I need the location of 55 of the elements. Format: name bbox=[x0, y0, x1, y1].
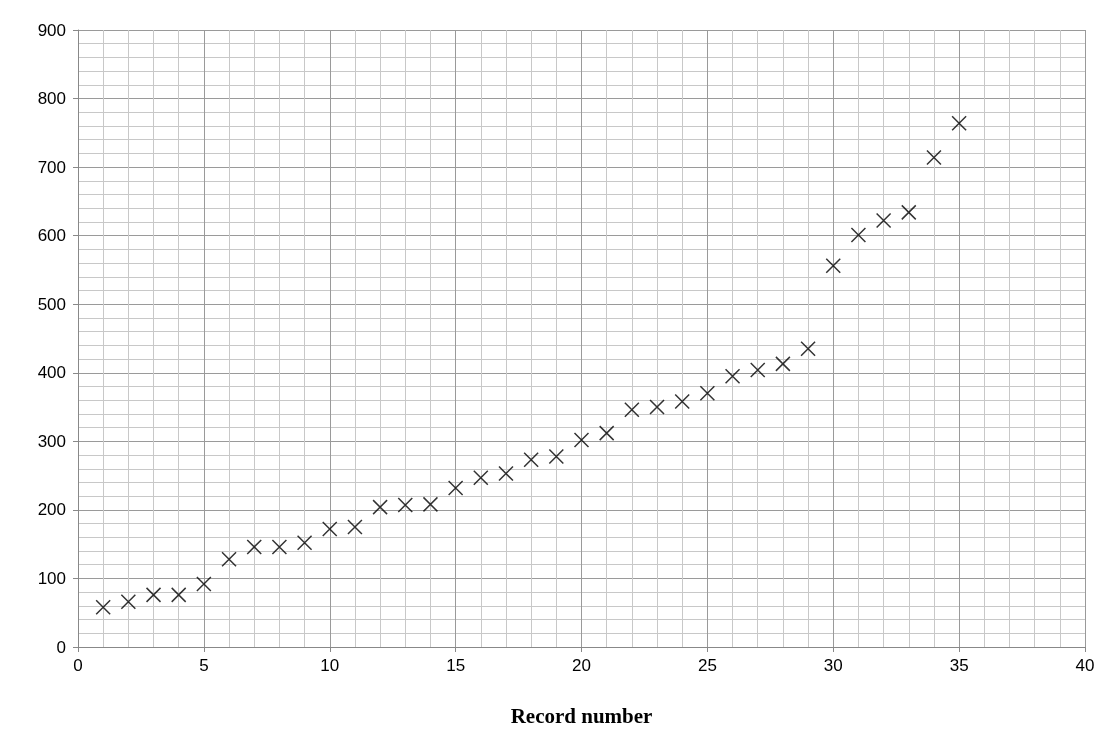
point bbox=[598, 425, 615, 441]
point bbox=[145, 587, 162, 603]
x-tick-label: 35 bbox=[949, 656, 969, 675]
y-tick-label: 500 bbox=[37, 294, 66, 314]
point bbox=[246, 539, 262, 555]
point bbox=[800, 341, 816, 357]
y-tick-label: 0 bbox=[56, 637, 66, 657]
point bbox=[120, 594, 137, 610]
y-tick-label: 700 bbox=[37, 157, 66, 177]
point bbox=[951, 115, 967, 131]
point bbox=[749, 362, 766, 378]
point bbox=[523, 452, 539, 468]
x-axis-title: Record number bbox=[510, 703, 653, 728]
x-tick-label: 20 bbox=[572, 656, 591, 675]
point bbox=[347, 519, 363, 535]
y-tick-label: 900 bbox=[37, 20, 66, 40]
point bbox=[901, 204, 917, 221]
point bbox=[296, 535, 313, 551]
point bbox=[573, 432, 590, 448]
x-tick-label: 5 bbox=[199, 656, 209, 675]
point bbox=[422, 496, 439, 513]
point bbox=[170, 587, 187, 603]
point bbox=[447, 480, 464, 496]
point bbox=[699, 385, 716, 402]
point bbox=[724, 368, 741, 384]
x-tick-label: 40 bbox=[1075, 656, 1095, 675]
point bbox=[498, 465, 514, 482]
point bbox=[271, 539, 288, 555]
point bbox=[322, 521, 338, 537]
y-tick-label: 800 bbox=[37, 89, 66, 109]
y-tick-label: 200 bbox=[37, 500, 66, 520]
y-tick-label: 300 bbox=[37, 431, 66, 451]
y-tick-label: 600 bbox=[37, 226, 66, 246]
point bbox=[397, 497, 414, 513]
point bbox=[548, 448, 565, 465]
x-tick-label: 10 bbox=[320, 656, 340, 675]
point bbox=[649, 399, 665, 415]
point bbox=[372, 499, 388, 515]
point bbox=[850, 227, 867, 243]
point bbox=[473, 469, 489, 486]
x-tick-label: 25 bbox=[697, 656, 717, 675]
point bbox=[624, 402, 640, 418]
point bbox=[926, 149, 942, 166]
x-tick-label: 30 bbox=[823, 656, 843, 675]
x-tick-label: 15 bbox=[446, 656, 466, 675]
point bbox=[221, 551, 237, 567]
y-tick-label: 400 bbox=[37, 363, 66, 383]
point bbox=[825, 258, 841, 274]
point bbox=[674, 393, 690, 410]
point bbox=[95, 599, 111, 615]
point bbox=[775, 356, 791, 372]
point bbox=[196, 576, 212, 592]
x-tick-label: 0 bbox=[73, 656, 83, 675]
point bbox=[875, 212, 892, 229]
y-tick-label: 100 bbox=[37, 568, 66, 588]
